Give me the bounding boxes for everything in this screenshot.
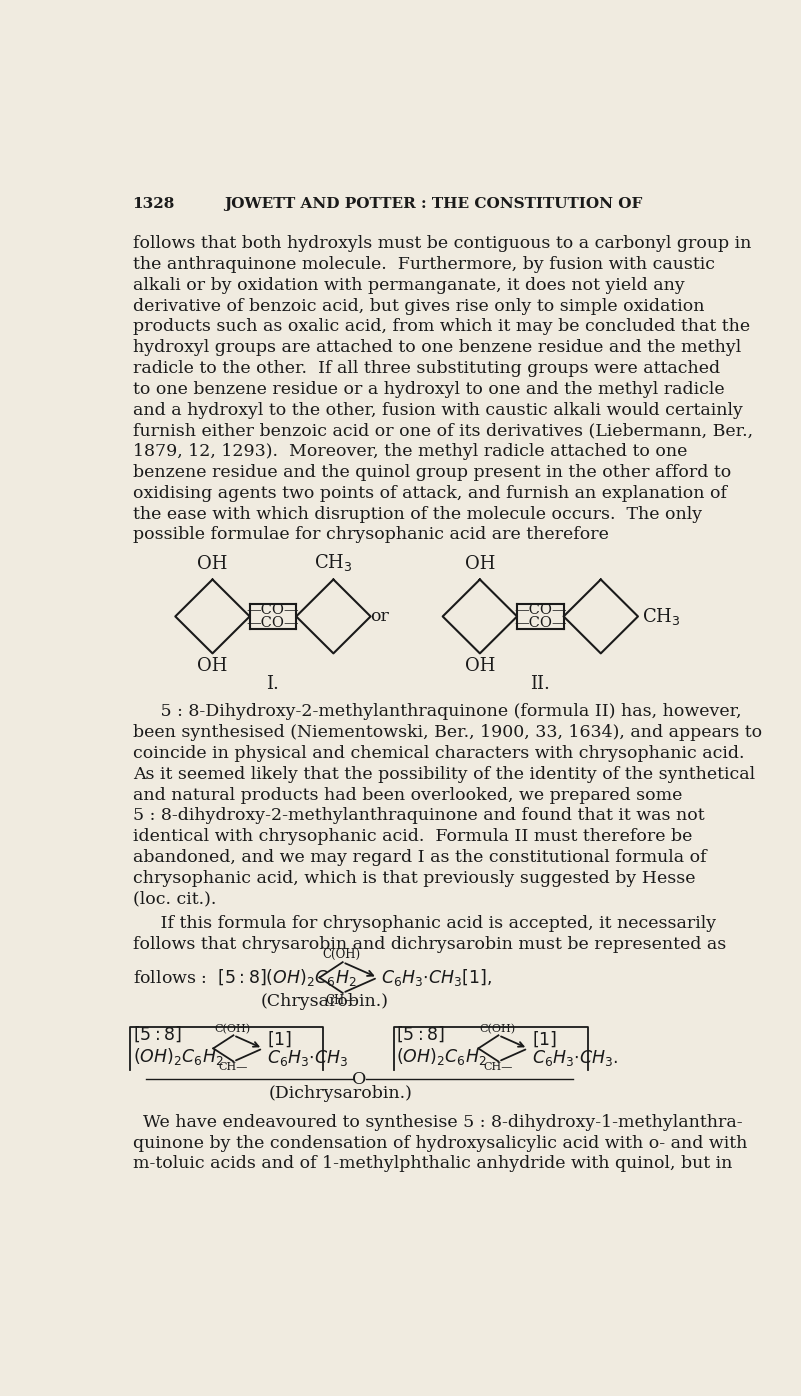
Text: $C_6H_3{\cdot}CH_3.$: $C_6H_3{\cdot}CH_3.$ [532, 1047, 618, 1068]
Text: the anthraquinone molecule.  Furthermore, by fusion with caustic: the anthraquinone molecule. Furthermore,… [133, 255, 714, 274]
Text: C(OH): C(OH) [215, 1023, 251, 1034]
Text: follows that both hydroxyls must be contiguous to a carbonyl group in: follows that both hydroxyls must be cont… [133, 236, 751, 253]
Text: been synthesised (Niementowski, Ber., 1900, 33, 1634), and appears to: been synthesised (Niementowski, Ber., 19… [133, 725, 762, 741]
Text: $C_6H_3{\cdot}CH_3$: $C_6H_3{\cdot}CH_3$ [267, 1047, 348, 1068]
Text: 5 : 8-Dihydroxy-2-methylanthraquinone (formula II) has, however,: 5 : 8-Dihydroxy-2-methylanthraquinone (f… [133, 704, 741, 720]
Text: As it seemed likely that the possibility of the identity of the synthetical: As it seemed likely that the possibility… [133, 766, 755, 783]
Text: $[5:8]$: $[5:8]$ [133, 1025, 182, 1044]
Text: $[1]$: $[1]$ [267, 1029, 292, 1048]
Text: $[1]$: $[1]$ [532, 1029, 557, 1048]
Text: and natural products had been overlooked, we prepared some: and natural products had been overlooked… [133, 786, 682, 804]
Text: and a hydroxyl to the other, fusion with caustic alkali would certainly: and a hydroxyl to the other, fusion with… [133, 402, 743, 419]
Text: alkali or by oxidation with permanganate, it does not yield any: alkali or by oxidation with permanganate… [133, 276, 684, 295]
Text: to one benzene residue or a hydroxyl to one and the methyl radicle: to one benzene residue or a hydroxyl to … [133, 381, 724, 398]
Text: radicle to the other.  If all three substituting groups were attached: radicle to the other. If all three subst… [133, 360, 720, 377]
Text: CH—: CH— [218, 1062, 248, 1072]
Text: m-toluic acids and of 1-methylphthalic anhydride with quinol, but in: m-toluic acids and of 1-methylphthalic a… [133, 1156, 732, 1173]
Text: C(OH): C(OH) [480, 1023, 516, 1034]
Text: products such as oxalic acid, from which it may be concluded that the: products such as oxalic acid, from which… [133, 318, 750, 335]
Text: or: or [370, 607, 388, 625]
Text: II.: II. [530, 674, 550, 692]
Text: C(OH): C(OH) [322, 948, 360, 960]
Text: I.: I. [267, 674, 280, 692]
Text: benzene residue and the quinol group present in the other afford to: benzene residue and the quinol group pre… [133, 463, 731, 482]
Text: CH—: CH— [326, 994, 356, 1008]
Text: If this formula for chrysophanic acid is accepted, it necessarily: If this formula for chrysophanic acid is… [133, 916, 716, 933]
Text: CH—: CH— [483, 1062, 513, 1072]
Text: $[5:8]$: $[5:8]$ [396, 1025, 445, 1044]
Text: —CO—: —CO— [514, 617, 566, 631]
Text: OH: OH [465, 658, 495, 676]
Text: OH: OH [197, 556, 227, 574]
Text: 1328: 1328 [133, 197, 175, 211]
Text: —CO—: —CO— [514, 603, 566, 617]
Text: derivative of benzoic acid, but gives rise only to simple oxidation: derivative of benzoic acid, but gives ri… [133, 297, 704, 314]
Text: furnish either benzoic acid or one of its derivatives (Liebermann, Ber.,: furnish either benzoic acid or one of it… [133, 423, 753, 440]
Text: (loc. cit.).: (loc. cit.). [133, 891, 216, 907]
Text: 1879, 12, 1293).  Moreover, the methyl radicle attached to one: 1879, 12, 1293). Moreover, the methyl ra… [133, 443, 687, 461]
Text: possible formulae for chrysophanic acid are therefore: possible formulae for chrysophanic acid … [133, 526, 609, 543]
Text: $(OH)_2C_6H_2$: $(OH)_2C_6H_2$ [396, 1046, 487, 1067]
Text: OH: OH [465, 556, 495, 574]
Text: CH$_3$: CH$_3$ [642, 606, 680, 627]
Text: —CO—: —CO— [247, 603, 300, 617]
Text: hydroxyl groups are attached to one benzene residue and the methyl: hydroxyl groups are attached to one benz… [133, 339, 741, 356]
Text: (Dichrysarobin.): (Dichrysarobin.) [268, 1085, 413, 1103]
Text: abandoned, and we may regard I as the constitutional formula of: abandoned, and we may regard I as the co… [133, 849, 706, 866]
Text: follows :  $[5:8](OH)_2C_6H_2$: follows : $[5:8](OH)_2C_6H_2$ [133, 967, 356, 988]
Text: OH: OH [197, 658, 227, 676]
Text: identical with chrysophanic acid.  Formula II must therefore be: identical with chrysophanic acid. Formul… [133, 828, 692, 845]
Text: 5 : 8-dihydroxy-2-methylanthraquinone and found that it was not: 5 : 8-dihydroxy-2-methylanthraquinone an… [133, 807, 704, 825]
Text: We have endeavoured to synthesise 5 : 8-dihydroxy-1-methylanthra-: We have endeavoured to synthesise 5 : 8-… [143, 1114, 743, 1131]
Text: chrysophanic acid, which is that previously suggested by Hesse: chrysophanic acid, which is that previou… [133, 870, 695, 886]
Text: quinone by the condensation of hydroxysalicylic acid with o- and with: quinone by the condensation of hydroxysa… [133, 1135, 747, 1152]
Text: (Chrysarobin.): (Chrysarobin.) [261, 993, 388, 1009]
Text: oxidising agents two points of attack, and furnish an explanation of: oxidising agents two points of attack, a… [133, 484, 727, 501]
Text: $(OH)_2C_6H_2$: $(OH)_2C_6H_2$ [133, 1046, 223, 1067]
Text: CH$_3$: CH$_3$ [314, 553, 352, 574]
Text: —CO—: —CO— [247, 617, 300, 631]
Text: the ease with which disruption of the molecule occurs.  The only: the ease with which disruption of the mo… [133, 505, 702, 522]
Text: JOWETT AND POTTER : THE CONSTITUTION OF: JOWETT AND POTTER : THE CONSTITUTION OF [224, 197, 642, 211]
Text: O: O [352, 1071, 367, 1087]
Text: $C_6H_3{\cdot}CH_3[1],$: $C_6H_3{\cdot}CH_3[1],$ [381, 967, 493, 988]
Text: follows that chrysarobin and dichrysarobin must be represented as: follows that chrysarobin and dichrysarob… [133, 935, 726, 953]
Text: coincide in physical and chemical characters with chrysophanic acid.: coincide in physical and chemical charac… [133, 745, 744, 762]
